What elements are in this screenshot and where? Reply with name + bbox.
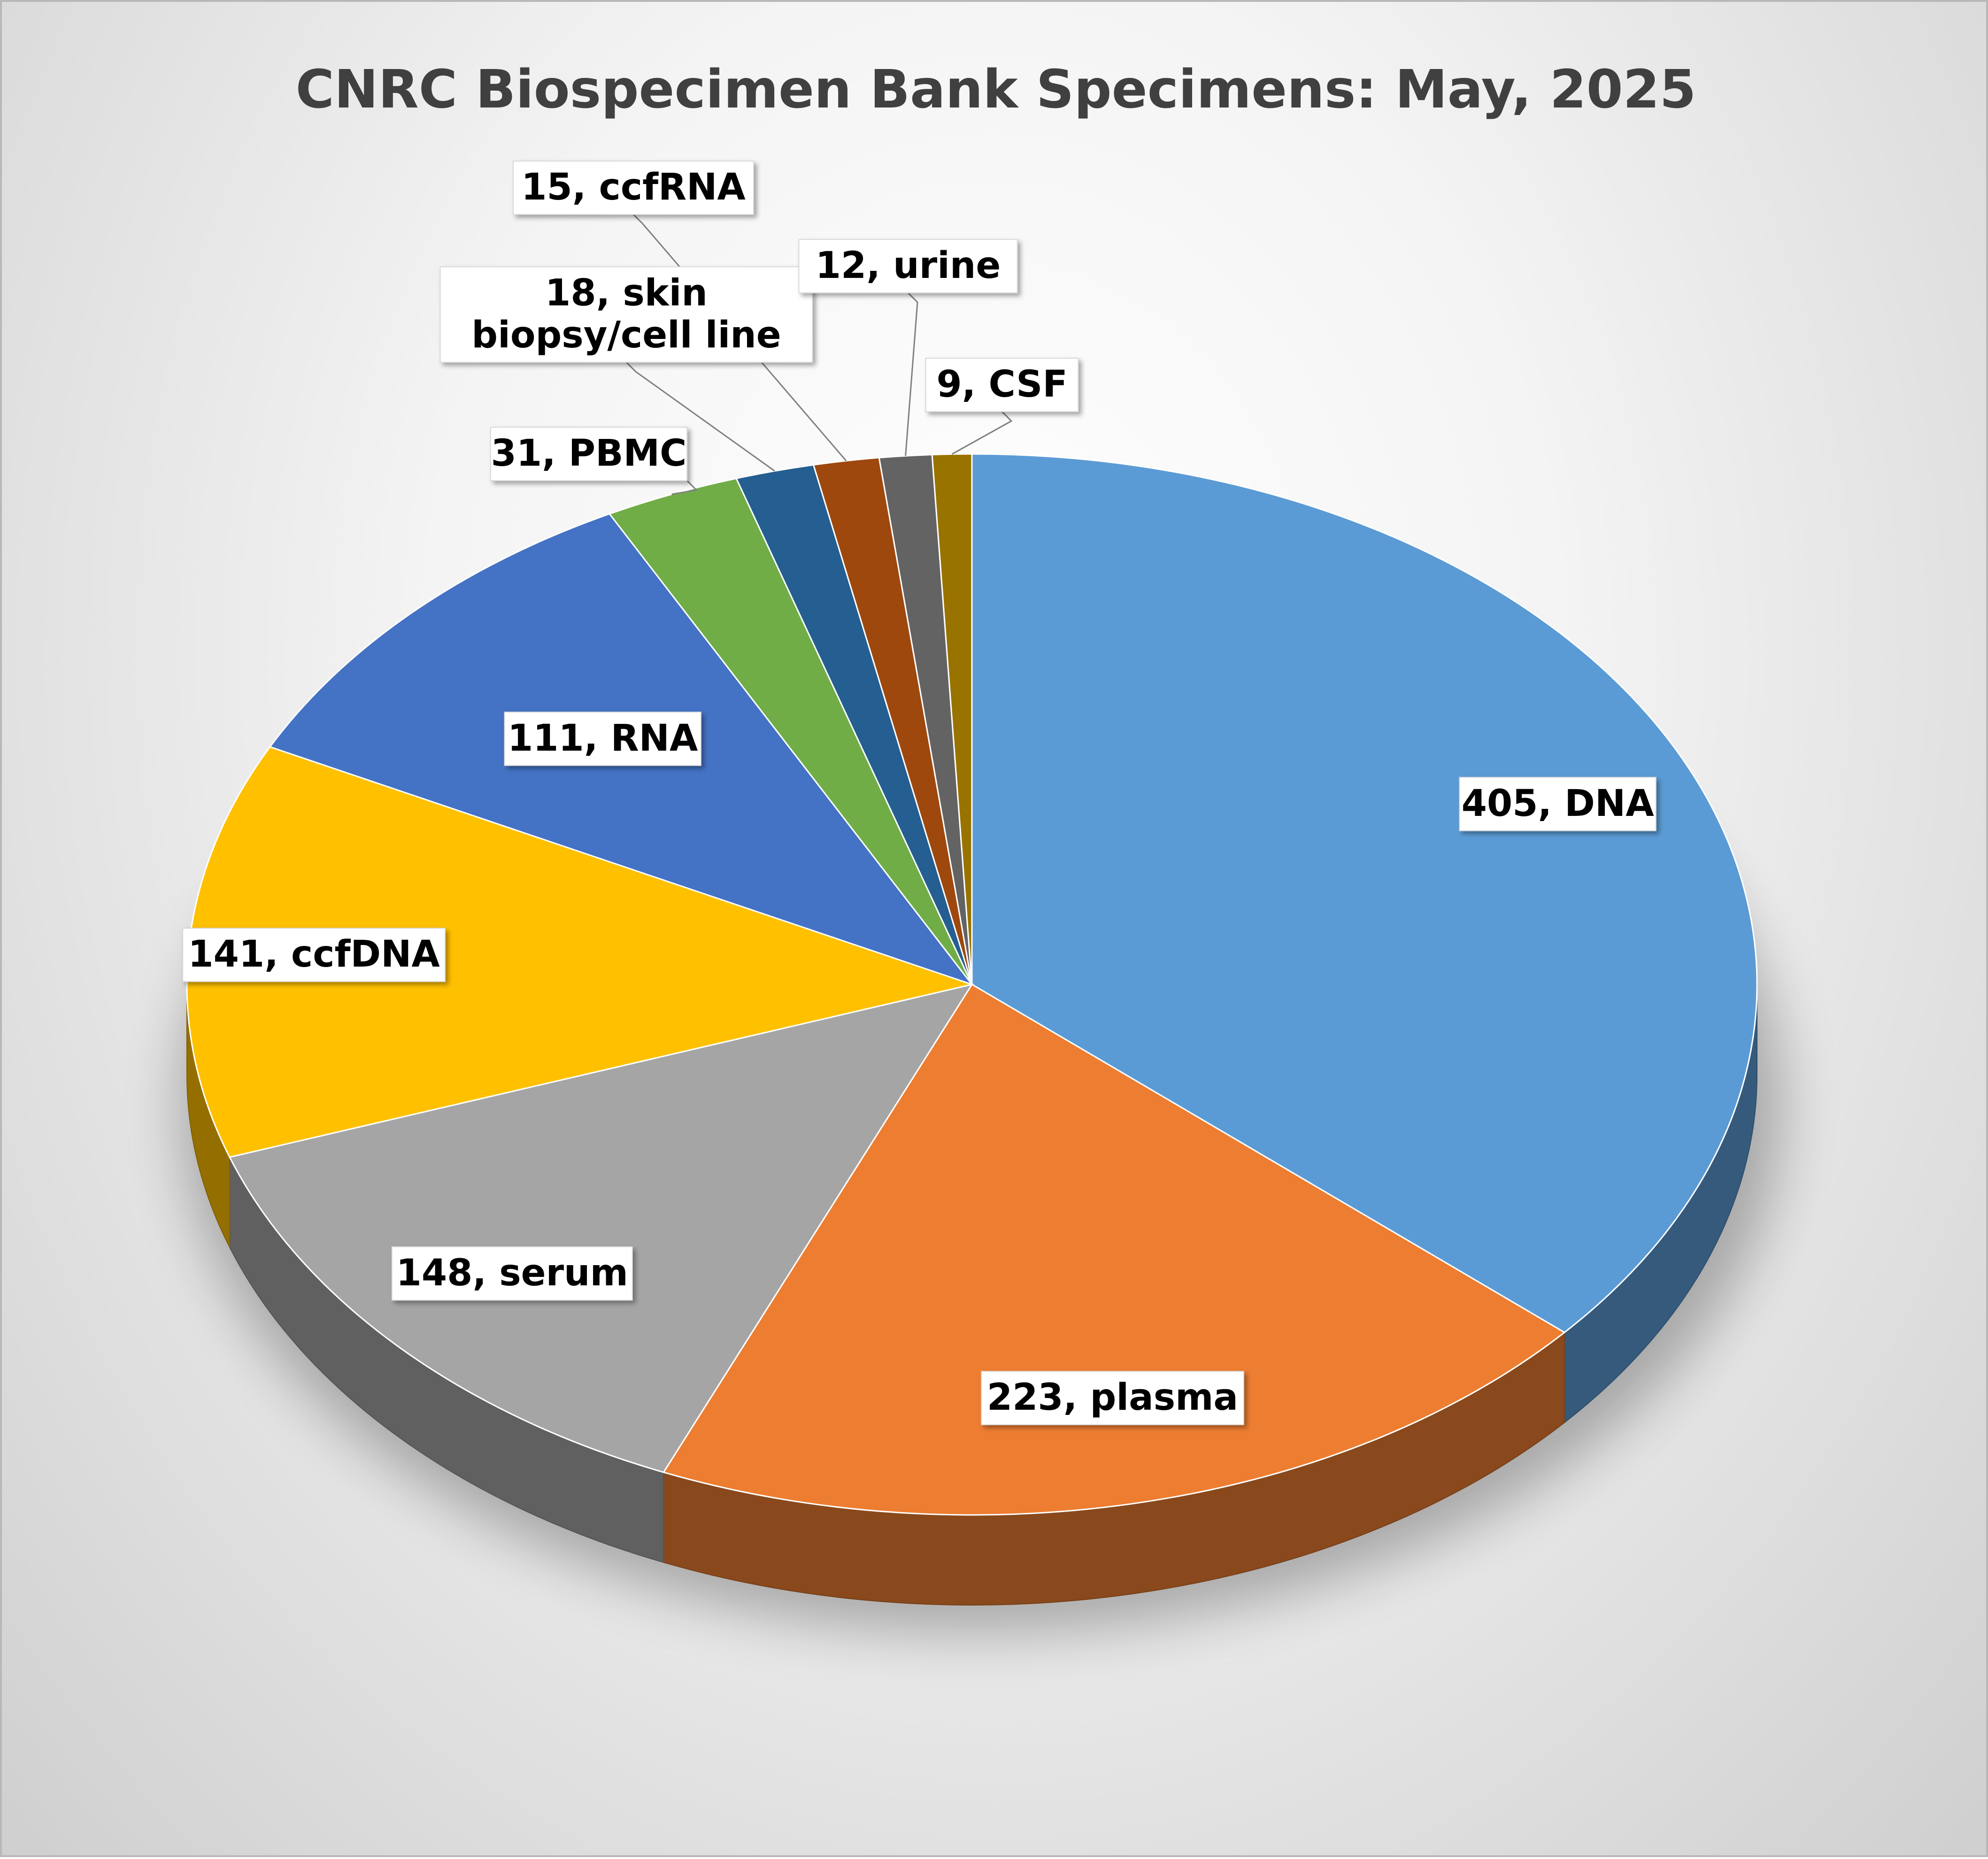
data-label-box [798, 239, 1018, 293]
data-label-text: 31, PBMC [491, 432, 687, 475]
data-label-ccfdna: 141, ccfDNA [182, 928, 446, 982]
data-label-box [504, 711, 701, 766]
data-label-text: 12, urine [816, 245, 1001, 287]
data-label-box [1459, 776, 1657, 831]
data-label-text: 223, plasma [987, 1376, 1238, 1419]
data-label-text: 15, ccfRNA [521, 166, 745, 208]
chart-title: CNRC Biospecimen Bank Specimens: May, 20… [296, 59, 1696, 120]
leader-line-ccfrna [632, 214, 847, 461]
pie-top-faces [186, 453, 1758, 1516]
slice-dna [971, 453, 1758, 1334]
leader-lines [625, 214, 1013, 495]
data-label-text: 18, skin [545, 272, 708, 314]
data-label-urine: 12, urine [798, 239, 1018, 293]
data-label-text: 405, DNA [1462, 783, 1654, 825]
data-label-text: 141, ccfDNA [188, 933, 439, 976]
data-label-plasma: 223, plasma [981, 1371, 1244, 1425]
data-label-box [439, 266, 813, 363]
data-label-box [981, 1371, 1244, 1425]
leader-line-skin-biopsy-cell-line [625, 361, 775, 472]
data-label-dna: 405, DNA [1459, 776, 1657, 831]
data-label-csf: 9, CSF [925, 358, 1079, 412]
data-label-text: 9, CSF [936, 363, 1067, 406]
data-label-pbmc: 31, PBMC [490, 427, 688, 481]
leader-line-pbmc [671, 480, 698, 495]
data-label-text: 111, RNA [508, 717, 698, 760]
data-label-box [513, 161, 754, 215]
data-label-serum: 148, serum [391, 1246, 633, 1301]
data-label-box [182, 928, 446, 982]
data-label-text: 148, serum [396, 1252, 628, 1294]
data-label-box [391, 1246, 633, 1301]
data-labels: 405, DNA 223, plasma 148, serum 141, ccfDNA… [182, 161, 1657, 1425]
slice-serum [228, 983, 974, 1473]
data-label-box [490, 427, 688, 481]
leader-line-urine [905, 292, 918, 456]
data-label-box [925, 358, 1079, 412]
leader-line-csf [951, 411, 1013, 455]
data-label-text: biopsy/cell line [471, 314, 781, 356]
data-label-rna: 111, RNA [504, 711, 701, 766]
data-label-ccfrna: 15, ccfRNA [513, 161, 754, 215]
